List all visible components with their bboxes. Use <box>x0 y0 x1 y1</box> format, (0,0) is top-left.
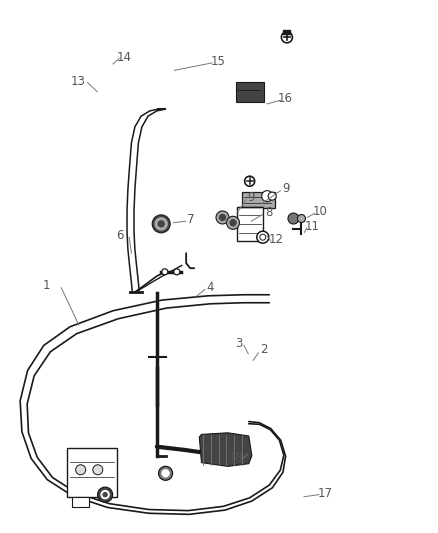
Circle shape <box>226 216 240 229</box>
Bar <box>237 207 263 241</box>
Bar <box>71 497 89 507</box>
Circle shape <box>261 191 273 201</box>
Text: 6: 6 <box>116 229 124 242</box>
Circle shape <box>260 234 266 240</box>
Circle shape <box>98 487 113 502</box>
Circle shape <box>219 214 226 221</box>
Circle shape <box>162 470 169 477</box>
Circle shape <box>101 490 109 499</box>
Text: 7: 7 <box>187 213 195 226</box>
Text: 15: 15 <box>210 55 225 68</box>
Circle shape <box>103 492 107 497</box>
Text: 8: 8 <box>265 206 272 219</box>
Circle shape <box>158 221 164 227</box>
Circle shape <box>281 32 293 43</box>
Bar <box>283 30 290 34</box>
Circle shape <box>257 231 269 243</box>
Text: 11: 11 <box>305 220 320 233</box>
Circle shape <box>155 218 167 230</box>
Bar <box>236 82 264 102</box>
Text: 18: 18 <box>229 451 244 464</box>
Text: 2: 2 <box>260 343 268 356</box>
Text: 17: 17 <box>318 487 332 499</box>
Text: 12: 12 <box>268 233 283 246</box>
Circle shape <box>297 214 305 223</box>
Circle shape <box>288 213 299 224</box>
Bar <box>67 448 117 497</box>
Bar <box>242 192 275 208</box>
Text: 16: 16 <box>278 92 293 105</box>
Polygon shape <box>199 433 252 466</box>
Circle shape <box>162 269 168 275</box>
Circle shape <box>76 465 86 475</box>
Circle shape <box>152 215 170 233</box>
Circle shape <box>245 176 254 186</box>
Text: 14: 14 <box>117 51 132 63</box>
Text: 9: 9 <box>247 191 255 204</box>
Circle shape <box>268 192 276 200</box>
Circle shape <box>93 465 103 475</box>
Text: 1: 1 <box>42 279 50 292</box>
Text: 13: 13 <box>71 75 85 87</box>
Text: 4: 4 <box>206 281 214 294</box>
Text: 3: 3 <box>236 337 243 350</box>
Circle shape <box>159 466 173 480</box>
Circle shape <box>230 220 236 226</box>
Circle shape <box>216 211 229 224</box>
Circle shape <box>174 269 180 275</box>
Text: 10: 10 <box>312 205 327 218</box>
Text: 9: 9 <box>283 182 290 195</box>
